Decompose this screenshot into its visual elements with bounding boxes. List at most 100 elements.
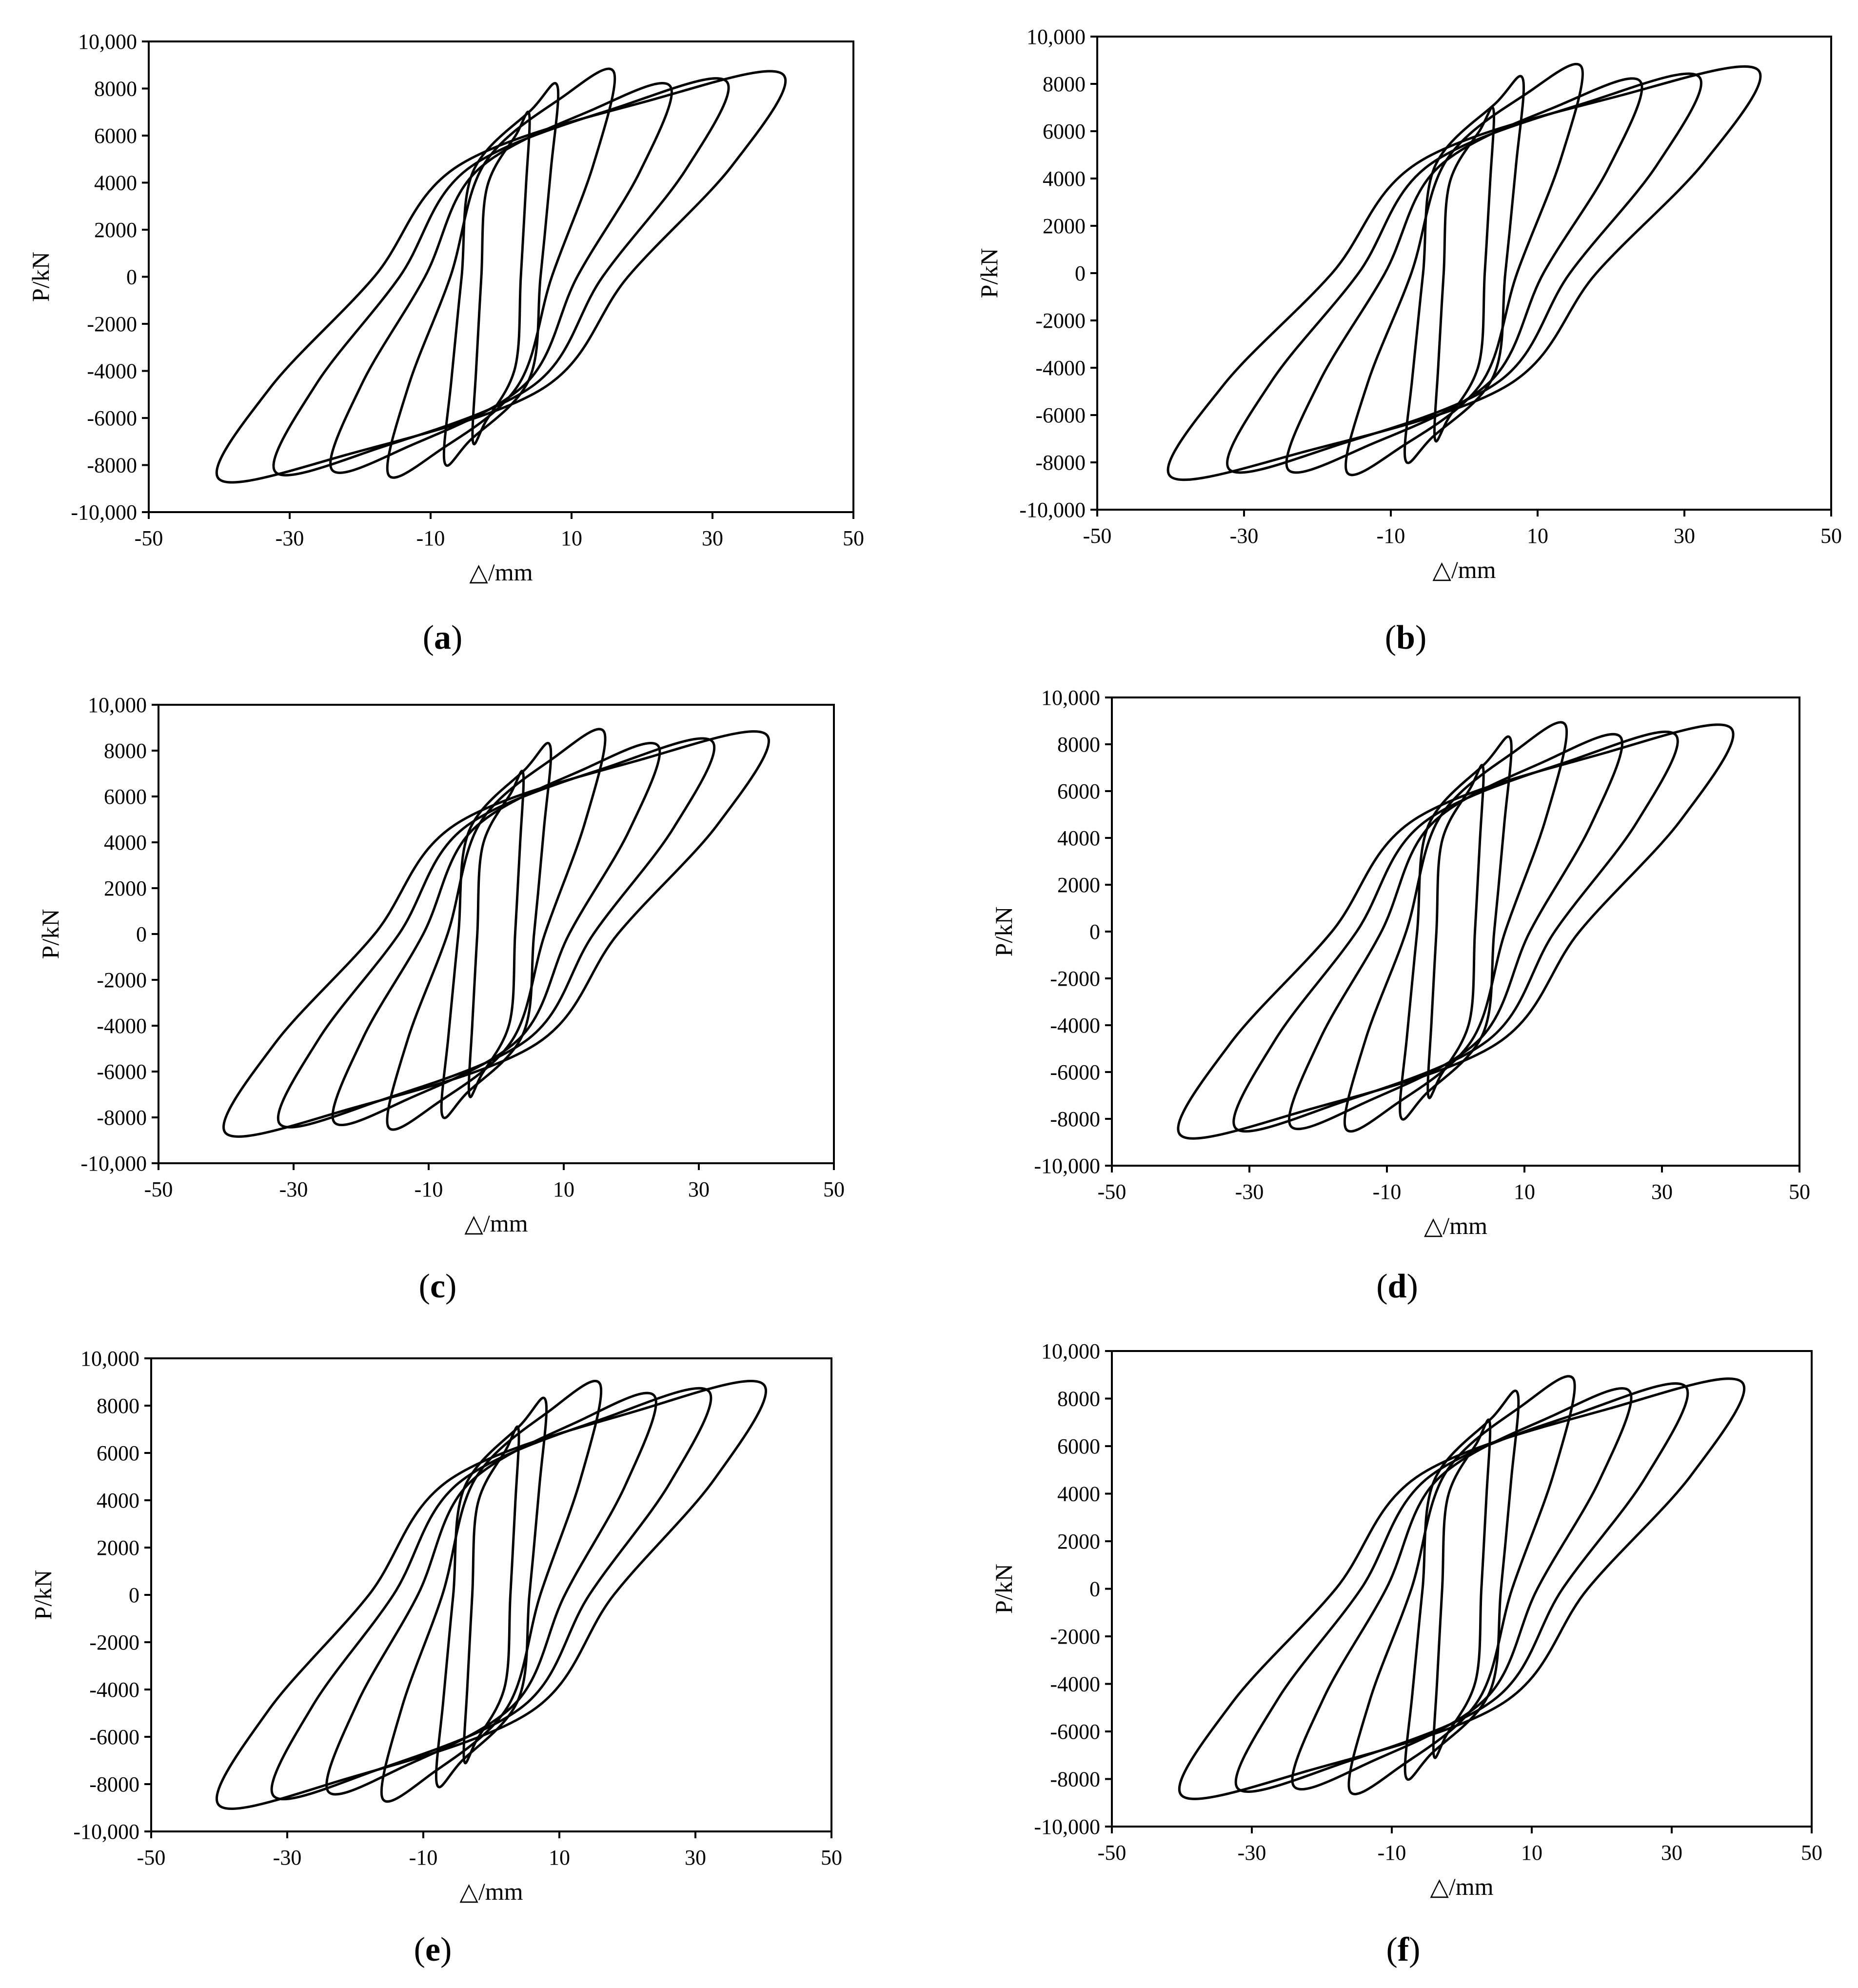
y-tick-label: 2000 [104, 876, 147, 900]
x-tick-label: -30 [273, 1846, 302, 1869]
hysteresis-loop [386, 67, 616, 479]
panel-caption: (b) [1385, 619, 1427, 656]
y-tick-label: -4000 [87, 359, 137, 383]
panel-c: -50 -30 -10 10 30 50 10,000 8000 6000 4000 2000 0 -2… [37, 693, 845, 1305]
y-tick-label: 4000 [94, 171, 137, 195]
hysteresis-loop [1285, 77, 1643, 474]
caption-open-paren: ( [419, 1268, 430, 1305]
y-tick-label: 8000 [1043, 72, 1086, 96]
x-tick-label: -30 [276, 526, 304, 550]
x-tick-label: 50 [821, 1846, 842, 1869]
hysteresis-loop [467, 770, 525, 1098]
y-tick-label: 6000 [94, 124, 137, 148]
x-tick-label: -50 [1098, 1180, 1127, 1204]
hysteresis-loop [215, 70, 787, 484]
caption-open-paren: ( [414, 1931, 425, 1968]
hysteresis-loop [216, 1380, 767, 1810]
hysteresis-loop [1403, 1390, 1520, 1781]
x-tick-label: -50 [1098, 1841, 1127, 1865]
caption-open-paren: ( [1386, 1931, 1398, 1968]
caption-close-paren: ) [1415, 619, 1426, 656]
hysteresis-loop [1177, 723, 1735, 1140]
panels-root: -50 -30 -10 10 30 50 10,000 8000 6000 4000 2000 0 -2… [27, 25, 1842, 1968]
x-axis-title: △/mm [459, 1878, 523, 1905]
y-tick-label: 4000 [97, 1489, 139, 1512]
y-tick-label: -10,000 [1034, 1154, 1100, 1178]
x-axis-title: △/mm [469, 558, 533, 586]
x-tick-label: 10 [553, 1177, 574, 1201]
panel-f: -50 -30 -10 10 30 50 10,000 8000 6000 4000 2000 0 -2… [990, 1339, 1822, 1968]
y-tick-label: -4000 [1035, 356, 1086, 380]
y-tick-label: -2000 [1035, 309, 1086, 333]
x-axis-title: △/mm [464, 1210, 528, 1237]
x-tick-label: -30 [1235, 1180, 1264, 1204]
caption-close-paren: ) [1406, 1268, 1418, 1305]
y-tick-label: 10,000 [80, 1347, 139, 1371]
y-tick-label: -4000 [1050, 1672, 1100, 1696]
x-tick-label: 10 [1521, 1841, 1542, 1865]
hysteresis-loop [440, 742, 553, 1119]
hysteresis-loop [1232, 730, 1679, 1133]
y-tick-label: -10,000 [80, 1152, 147, 1175]
y-tick-label: 4000 [1057, 826, 1100, 850]
x-tick-label: 50 [823, 1177, 845, 1201]
y-tick-label: 8000 [1057, 733, 1100, 756]
x-tick-label: 50 [843, 526, 864, 550]
caption-letter: b [1396, 619, 1415, 656]
y-tick-label: 10,000 [1041, 686, 1100, 710]
hysteresis-loop [1432, 1418, 1492, 1759]
y-tick-label: 0 [126, 265, 137, 289]
y-tick-label: 2000 [1043, 214, 1086, 238]
y-tick-label: -8000 [1035, 451, 1086, 475]
hysteresis-loop [435, 1396, 548, 1789]
hysteresis-loop [1226, 72, 1702, 474]
caption-close-paren: ) [445, 1268, 456, 1305]
y-tick-label: -2000 [87, 312, 137, 336]
y-tick-label: -2000 [1050, 967, 1100, 991]
x-tick-label: -50 [1083, 524, 1112, 548]
y-axis-title: P/kN [990, 907, 1017, 957]
y-tick-label: 10,000 [1027, 25, 1086, 49]
x-tick-label: 10 [1527, 524, 1548, 548]
x-tick-label: 30 [702, 526, 723, 550]
y-tick-label: 8000 [104, 739, 147, 763]
y-tick-label: -10,000 [71, 500, 137, 524]
y-tick-label: -2000 [1050, 1625, 1100, 1649]
x-axis-title: △/mm [1424, 1212, 1487, 1239]
x-tick-label: 30 [1651, 1180, 1673, 1204]
x-tick-label: 10 [549, 1846, 570, 1869]
x-tick-label: -10 [1373, 1180, 1402, 1204]
y-tick-label: -6000 [1050, 1060, 1100, 1084]
hysteresis-loop [329, 82, 673, 474]
y-tick-label: 2000 [1057, 873, 1100, 897]
x-tick-label: 50 [1820, 524, 1842, 548]
y-tick-label: 2000 [1057, 1530, 1100, 1553]
x-tick-label: -10 [415, 1177, 443, 1201]
panel-caption: (d) [1376, 1268, 1418, 1305]
y-tick-label: -8000 [1050, 1768, 1100, 1791]
y-axis-title: P/kN [37, 909, 64, 959]
x-tick-label: 50 [1789, 1180, 1810, 1204]
y-tick-label: -2000 [89, 1630, 139, 1654]
y-tick-label: -8000 [97, 1106, 147, 1130]
y-tick-label: 4000 [1043, 167, 1086, 191]
y-tick-label: -4000 [89, 1678, 139, 1702]
y-tick-label: 0 [1089, 920, 1100, 944]
panel-d: -50 -30 -10 10 30 50 10,000 8000 6000 4000 2000 0 -2… [990, 686, 1810, 1305]
panel-b: -50 -30 -10 10 30 50 10,000 8000 6000 4000 2000 0 -2… [975, 25, 1842, 656]
y-tick-label: -6000 [89, 1725, 139, 1749]
y-tick-label: 4000 [104, 831, 147, 855]
hysteresis-loop [277, 737, 716, 1129]
panel-caption: (e) [414, 1931, 452, 1968]
x-tick-label: 30 [1674, 524, 1695, 548]
y-tick-label: 0 [1089, 1577, 1100, 1601]
plot-frame [1111, 696, 1800, 1167]
x-tick-label: -10 [1378, 1841, 1406, 1865]
y-tick-label: 6000 [1057, 779, 1100, 803]
x-tick-label: 30 [685, 1846, 706, 1869]
y-tick-label: 2000 [94, 218, 137, 242]
y-tick-label: 6000 [1043, 119, 1086, 143]
x-tick-label: -50 [144, 1177, 173, 1201]
y-tick-label: -4000 [1050, 1014, 1100, 1037]
caption-open-paren: ( [1376, 1268, 1387, 1305]
